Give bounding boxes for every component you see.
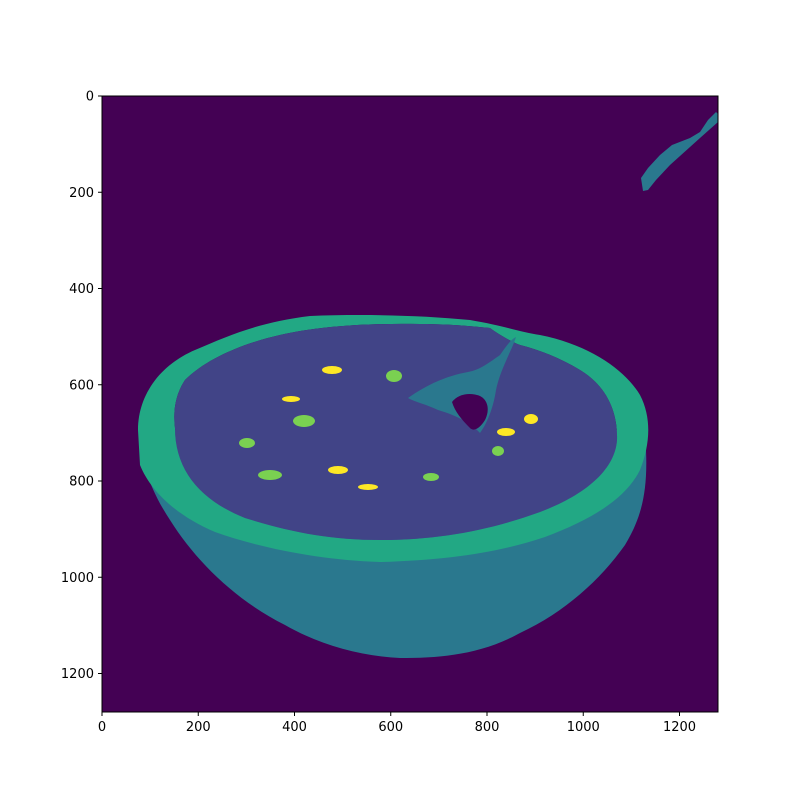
y-tick-label: 600 xyxy=(69,378,94,393)
green-garnish xyxy=(258,470,282,480)
x-tick-label: 200 xyxy=(186,720,211,735)
y-axis: 0 200 400 600 800 1000 1200 xyxy=(61,90,102,682)
yellow-garnish xyxy=(358,484,378,490)
yellow-garnish xyxy=(497,428,515,436)
utensil-handle-region xyxy=(641,112,718,191)
x-tick-label: 1000 xyxy=(567,720,600,735)
green-garnish xyxy=(239,438,255,448)
y-tick-label: 0 xyxy=(86,90,94,105)
y-tick-label: 1000 xyxy=(61,571,94,586)
y-tick-label: 200 xyxy=(69,186,94,201)
green-garnish xyxy=(492,446,504,456)
y-tick-label: 400 xyxy=(69,282,94,297)
yellow-garnish xyxy=(524,414,538,424)
x-tick-label: 400 xyxy=(282,720,307,735)
yellow-garnish xyxy=(328,466,348,474)
axes-frame xyxy=(101,95,719,713)
x-tick-label: 600 xyxy=(378,720,403,735)
yellow-garnish xyxy=(282,396,300,402)
x-tick-label: 1200 xyxy=(663,720,696,735)
x-axis: 0 200 400 600 800 1000 1200 xyxy=(98,712,696,735)
x-tick-label: 0 xyxy=(98,720,106,735)
green-garnish xyxy=(293,415,315,427)
green-garnish xyxy=(423,473,439,481)
soup-surface-region xyxy=(174,323,618,540)
y-tick-label: 1200 xyxy=(61,667,94,682)
green-garnish xyxy=(386,370,402,382)
spoon-gap-region xyxy=(452,394,488,430)
plot-area xyxy=(102,96,718,712)
spoon-region xyxy=(408,337,516,433)
x-tick-label: 800 xyxy=(475,720,500,735)
yellow-garnish xyxy=(322,366,342,374)
y-tick-label: 800 xyxy=(69,475,94,490)
